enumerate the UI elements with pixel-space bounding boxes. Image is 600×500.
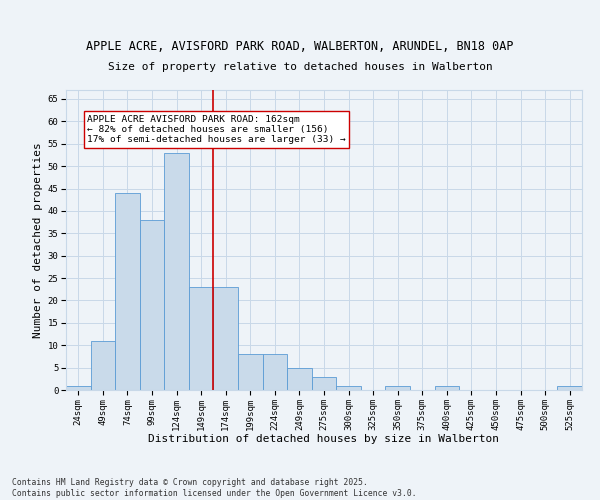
Bar	[238, 354, 263, 390]
Text: APPLE ACRE AVISFORD PARK ROAD: 162sqm
← 82% of detached houses are smaller (156): APPLE ACRE AVISFORD PARK ROAD: 162sqm ← …	[87, 114, 346, 144]
Bar	[263, 354, 287, 390]
Bar	[385, 386, 410, 390]
Text: Contains HM Land Registry data © Crown copyright and database right 2025.
Contai: Contains HM Land Registry data © Crown c…	[12, 478, 416, 498]
Bar	[287, 368, 312, 390]
Bar	[189, 287, 214, 390]
Text: APPLE ACRE, AVISFORD PARK ROAD, WALBERTON, ARUNDEL, BN18 0AP: APPLE ACRE, AVISFORD PARK ROAD, WALBERTO…	[86, 40, 514, 52]
Bar	[140, 220, 164, 390]
Bar	[91, 340, 115, 390]
Bar	[214, 287, 238, 390]
Y-axis label: Number of detached properties: Number of detached properties	[34, 142, 43, 338]
Bar	[66, 386, 91, 390]
X-axis label: Distribution of detached houses by size in Walberton: Distribution of detached houses by size …	[149, 434, 499, 444]
Bar	[336, 386, 361, 390]
Bar	[434, 386, 459, 390]
Text: Size of property relative to detached houses in Walberton: Size of property relative to detached ho…	[107, 62, 493, 72]
Bar	[164, 152, 189, 390]
Bar	[312, 376, 336, 390]
Bar	[557, 386, 582, 390]
Bar	[115, 193, 140, 390]
